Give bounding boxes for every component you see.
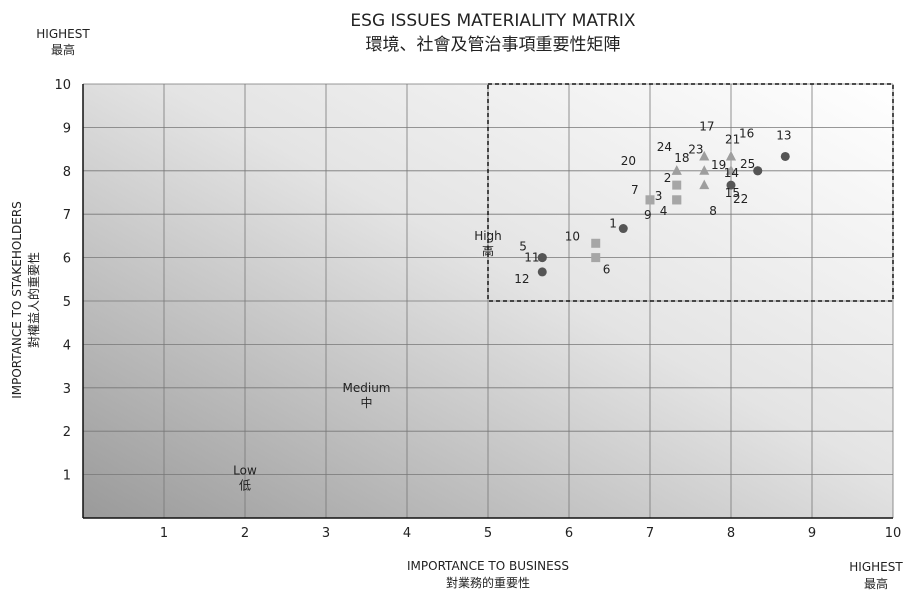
x-axis-label-zh: 對業務的重要性 xyxy=(446,575,530,590)
x-tick-label: 9 xyxy=(808,526,816,541)
point-label: 11 xyxy=(524,251,539,265)
data-point-square xyxy=(672,195,682,205)
point-label: 12 xyxy=(514,272,529,286)
y-highest-label-zh: 最高 xyxy=(51,42,75,57)
point-label: 21 xyxy=(725,132,740,146)
point-label: 23 xyxy=(688,142,703,156)
data-point-square xyxy=(591,238,601,248)
data-point-square xyxy=(672,180,682,190)
point-label: 5 xyxy=(519,240,527,254)
y-axis-label: IMPORTANCE TO STAKEHOLDERS xyxy=(10,201,24,399)
data-point-square xyxy=(645,195,655,205)
x-tick-label: 10 xyxy=(885,526,902,541)
data-point-triangle xyxy=(699,150,710,161)
data-point-triangle xyxy=(699,179,710,190)
point-label: 10 xyxy=(565,229,580,243)
x-axis-label: IMPORTANCE TO BUSINESS xyxy=(407,559,569,573)
data-point-triangle xyxy=(726,165,736,175)
x-tick-label: 5 xyxy=(484,526,492,541)
data-point-circle xyxy=(753,166,763,176)
x-tick-label: 6 xyxy=(565,526,573,541)
x-tick-label: 8 xyxy=(727,526,735,541)
point-label: 2 xyxy=(664,171,672,185)
data-point-triangle xyxy=(726,150,736,161)
data-point-triangle xyxy=(699,165,710,175)
point-label: 6 xyxy=(603,263,611,277)
y-tick-label: 9 xyxy=(63,121,71,136)
y-highest-label: HIGHEST xyxy=(36,27,90,41)
x-highest-label: HIGHEST xyxy=(849,560,903,574)
point-label: 17 xyxy=(699,119,714,133)
zone-label: High xyxy=(474,229,502,243)
y-tick-label: 7 xyxy=(63,208,71,223)
y-tick-label: 4 xyxy=(63,338,71,353)
point-label: 15 xyxy=(725,186,740,200)
highlight-region xyxy=(487,83,894,302)
point-label: 20 xyxy=(621,154,636,168)
data-point-circle xyxy=(537,253,547,263)
zone-label: Low xyxy=(233,464,257,478)
y-axis-label-zh: 對權益人的重要性 xyxy=(26,252,41,348)
point-label: 25 xyxy=(740,157,755,171)
point-label: 14 xyxy=(724,166,739,180)
y-tick-label: 10 xyxy=(54,78,71,93)
x-tick-label: 3 xyxy=(322,526,330,541)
x-tick-labels: 1 2 3 4 5 6 7 8 9 10 xyxy=(160,526,901,541)
y-tick-labels: 1 2 3 4 5 6 7 8 9 10 xyxy=(54,78,71,484)
point-label: 3 xyxy=(655,189,663,203)
point-label: 7 xyxy=(631,183,639,197)
data-point-circle xyxy=(537,267,547,277)
zone-label: Medium xyxy=(343,381,391,395)
x-tick-label: 4 xyxy=(403,526,411,541)
y-tick-label: 6 xyxy=(63,252,71,267)
point-label: 24 xyxy=(657,140,672,154)
zone-label-zh: 中 xyxy=(360,395,372,410)
y-tick-label: 8 xyxy=(63,165,71,180)
point-label: 18 xyxy=(674,151,689,165)
y-tick-label: 2 xyxy=(63,425,71,440)
chart-subtitle: 環境、社會及管治事項重要性矩陣 xyxy=(366,35,621,55)
y-tick-label: 1 xyxy=(63,469,71,484)
chart-title: ESG ISSUES MATERIALITY MATRIX xyxy=(350,11,635,31)
y-tick-label: 3 xyxy=(63,382,71,397)
point-label: 13 xyxy=(776,128,791,142)
point-label: 4 xyxy=(660,204,668,218)
zone-label-zh: 低 xyxy=(239,479,251,493)
data-point-triangle xyxy=(671,165,682,175)
point-label: 1 xyxy=(609,217,617,231)
data-points xyxy=(537,150,790,277)
x-tick-label: 7 xyxy=(646,526,654,541)
x-tick-label: 2 xyxy=(241,526,249,541)
data-point-circle xyxy=(780,151,790,161)
y-tick-label: 5 xyxy=(63,295,71,310)
point-label: 8 xyxy=(709,204,717,218)
x-highest-label-zh: 最高 xyxy=(864,576,888,591)
data-point-square xyxy=(591,253,601,263)
point-label: 16 xyxy=(739,126,754,140)
zone-label-zh: 高 xyxy=(482,243,494,258)
data-point-circle xyxy=(726,180,736,190)
x-tick-label: 1 xyxy=(160,526,168,541)
point-label: 9 xyxy=(644,208,652,222)
point-label: 22 xyxy=(733,192,748,206)
point-label: 19 xyxy=(711,158,726,172)
data-point-circle xyxy=(618,224,628,234)
